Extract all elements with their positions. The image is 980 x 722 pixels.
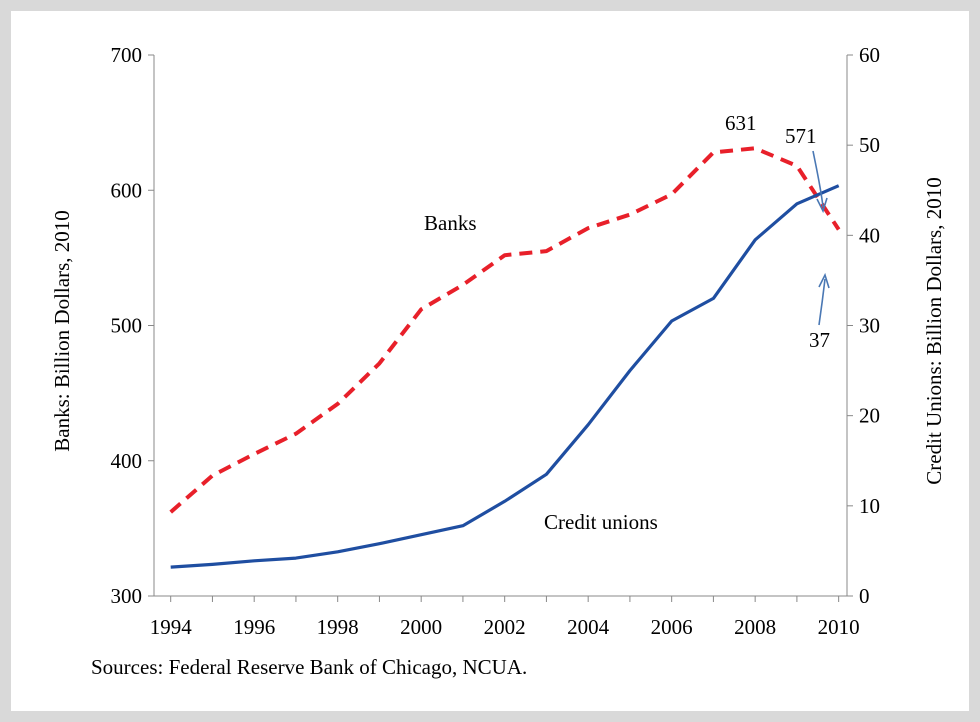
source-note: Sources: Federal Reserve Bank of Chicago…	[91, 655, 528, 679]
left-tick-label: 300	[111, 584, 143, 608]
x-tick-label: 1998	[317, 615, 359, 639]
x-tick-label: 2004	[567, 615, 610, 639]
series-label-banks: Banks	[424, 211, 477, 235]
left-tick-label: 500	[111, 314, 143, 338]
series-line-credit-unions	[170, 184, 840, 569]
chart-frame: 300 400 500 600 700 0 10 20 30 40 50 60 1994 1996 1998…	[11, 11, 969, 711]
right-tick-label: 60	[859, 43, 880, 67]
right-tick-label: 0	[859, 584, 870, 608]
axis-ticks: 300 400 500 600 700 0 10 20 30 40 50 60 1994 1996 1998…	[111, 43, 881, 639]
x-tick-label: 1996	[233, 615, 275, 639]
left-tick-label: 700	[111, 43, 143, 67]
x-tick-label: 2002	[484, 615, 526, 639]
x-tick-label: 2010	[818, 615, 860, 639]
x-tick-label: 1994	[150, 615, 193, 639]
x-tick-label: 2008	[734, 615, 776, 639]
arrow-571	[812, 150, 824, 208]
x-tick-label: 2006	[651, 615, 693, 639]
series-label-credit-unions: Credit unions	[544, 510, 658, 534]
right-tick-label: 30	[859, 314, 880, 338]
annotation-571: 571	[785, 124, 817, 148]
annotation-37: 37	[809, 328, 830, 352]
right-tick-label: 40	[859, 223, 880, 247]
left-tick-label: 600	[111, 178, 143, 202]
left-tick-label: 400	[111, 449, 143, 473]
arrow-37-head	[818, 272, 830, 289]
right-tick-label: 50	[859, 133, 880, 157]
series-line-banks	[169, 146, 841, 514]
arrow-571-head	[816, 197, 828, 214]
right-axis-title: Credit Unions: Billion Dollars, 2010	[922, 177, 946, 484]
right-tick-label: 10	[859, 494, 880, 518]
arrow-37	[818, 278, 826, 326]
left-axis-title: Banks: Billion Dollars, 2010	[50, 210, 74, 452]
annotation-631: 631	[725, 111, 757, 135]
right-tick-label: 20	[859, 404, 880, 428]
x-tick-label: 2000	[400, 615, 442, 639]
line-chart: 300 400 500 600 700 0 10 20 30 40 50 60 1994 1996 1998…	[50, 43, 946, 639]
series-lines	[169, 146, 841, 569]
